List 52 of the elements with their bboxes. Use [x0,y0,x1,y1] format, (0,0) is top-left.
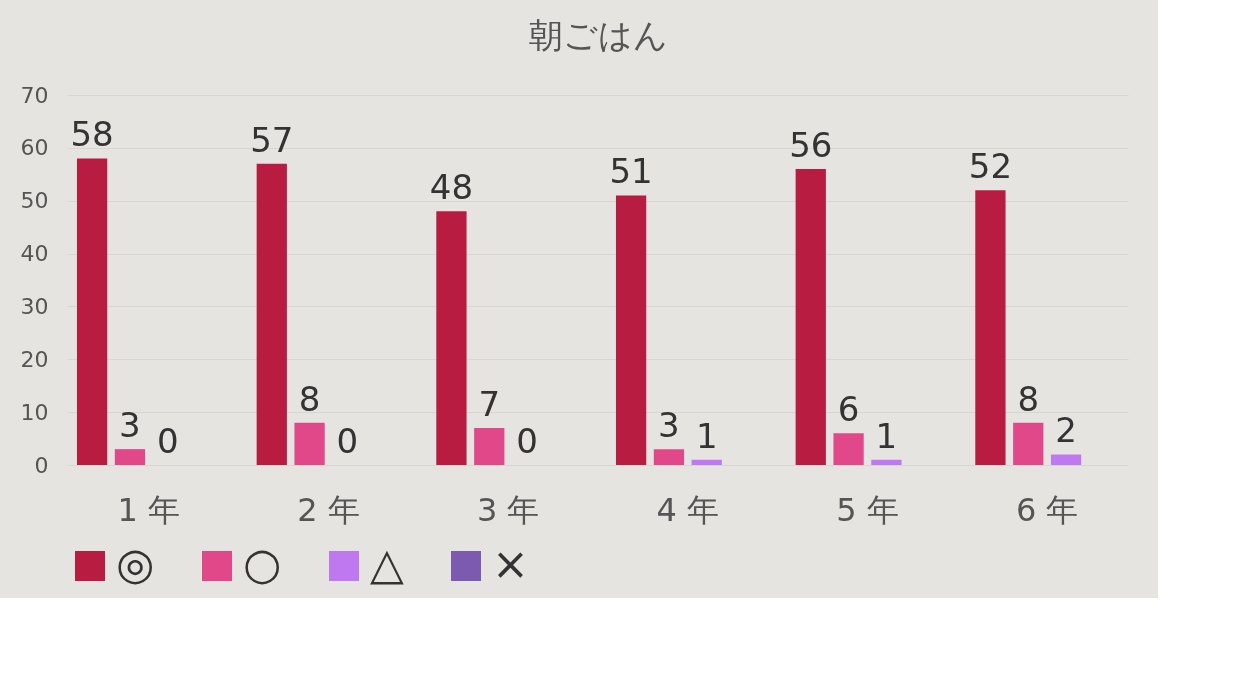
data-label: 51 [609,151,653,192]
data-label: 3 [658,405,680,446]
data-label: 58 [70,114,114,155]
x-tick-label: 4 年 [656,490,720,529]
legend-label: × [492,538,529,589]
data-label: 0 [336,421,359,461]
data-label: 1 [695,415,718,456]
bar [474,428,505,465]
data-label: 1 [875,415,898,456]
legend-label: ◎ [116,538,155,589]
x-tick-label: 2 年 [297,490,360,529]
data-label: 48 [429,167,474,208]
bar [114,449,146,465]
data-label: 6 [837,389,860,430]
bar [871,459,902,465]
bar [76,158,108,465]
data-label: 56 [789,125,833,165]
data-label: 8 [298,378,321,419]
legend-label: ○ [243,538,282,589]
data-label: 57 [250,119,294,160]
x-tick-label: 3 年 [476,490,540,529]
x-tick-label: 6 年 [1015,490,1079,529]
data-label: 3 [119,405,141,446]
x-tick-label: 1 年 [117,490,181,529]
y-tick-label: 60 [20,135,49,161]
chart-title: 朝ごはん [528,15,668,55]
bar [1013,422,1044,465]
data-label: 7 [478,384,501,424]
bar [615,195,647,465]
bar [256,163,287,465]
bar [833,433,864,465]
y-tick-label: 50 [20,188,49,214]
bar [795,169,826,465]
bar [691,459,722,465]
y-tick-label: 20 [20,346,49,372]
y-tick-label: 70 [20,82,49,108]
y-tick-label: 10 [20,399,49,425]
data-label: 2 [1055,410,1077,451]
data-label: 0 [156,421,179,461]
bar [975,190,1006,465]
y-tick-label: 30 [20,293,49,319]
bar [653,449,685,465]
bar [294,422,325,465]
legend-label: △ [370,538,404,589]
bar [1050,454,1082,465]
data-label: 0 [516,421,538,461]
bar [436,211,467,465]
data-label: 52 [968,146,1013,187]
y-tick-label: 0 [34,452,49,478]
y-tick-label: 40 [20,241,49,267]
data-label: 8 [1017,378,1040,419]
x-tick-label: 5 年 [836,490,899,529]
